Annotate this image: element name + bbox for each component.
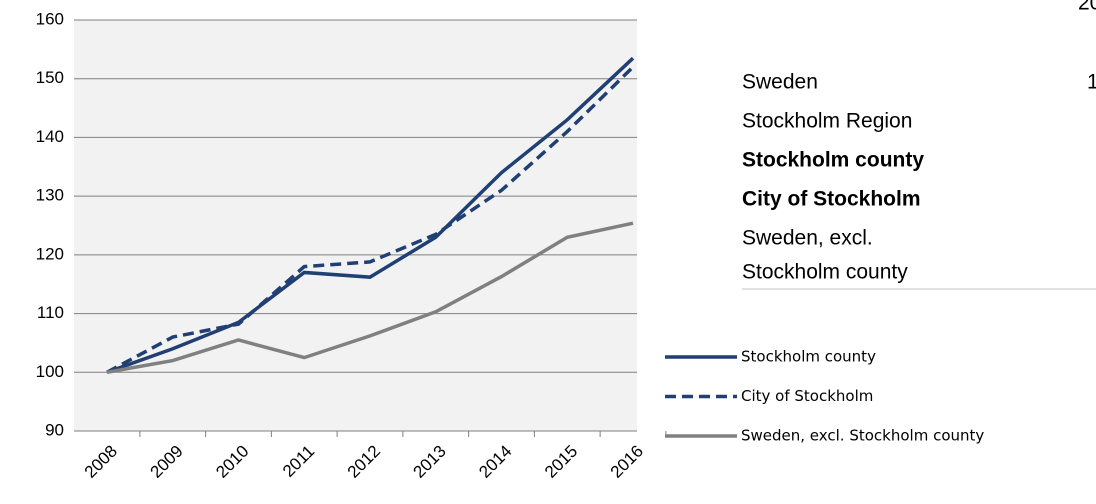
x-tick-label: 2012	[344, 442, 384, 482]
series-line	[106, 65, 635, 374]
row-label: City of Stockholm	[742, 188, 921, 211]
y-tick-label: 90	[45, 420, 64, 439]
y-tick-label: 130	[36, 186, 64, 205]
legend-label: City of Stockholm	[741, 387, 873, 405]
legend-label: Stockholm county	[741, 348, 876, 366]
y-tick-label: 150	[36, 68, 64, 87]
y-tick-label: 140	[36, 127, 64, 146]
row-label: Stockholm Region	[742, 110, 912, 133]
row-label: Stockholm county	[742, 261, 908, 284]
row-value: 1	[1087, 71, 1096, 94]
x-tick-label: 2008	[81, 442, 121, 482]
x-tick-label: 2016	[607, 442, 647, 482]
x-tick-label: 2015	[541, 442, 581, 482]
x-tick-label: 2013	[410, 442, 450, 482]
row-label: Sweden	[742, 71, 818, 94]
x-tick-label: 2014	[475, 442, 515, 482]
row-label: Stockholm county	[742, 149, 924, 172]
table-header: 20	[1078, 0, 1096, 15]
legend-label: Sweden, excl. Stockholm county	[741, 427, 984, 445]
row-label: Sweden, excl.	[742, 227, 873, 250]
x-tick-label: 2011	[279, 442, 318, 481]
series-line	[106, 221, 634, 375]
y-tick-label: 110	[37, 303, 64, 322]
y-tick-label: 160	[36, 9, 64, 28]
y-tick-label: 120	[36, 244, 64, 263]
plot-area	[74, 20, 637, 431]
y-tick-label: 100	[36, 362, 64, 381]
series-line	[106, 56, 635, 374]
x-tick-label: 2010	[212, 442, 252, 482]
x-tick-label: 2009	[147, 442, 187, 482]
